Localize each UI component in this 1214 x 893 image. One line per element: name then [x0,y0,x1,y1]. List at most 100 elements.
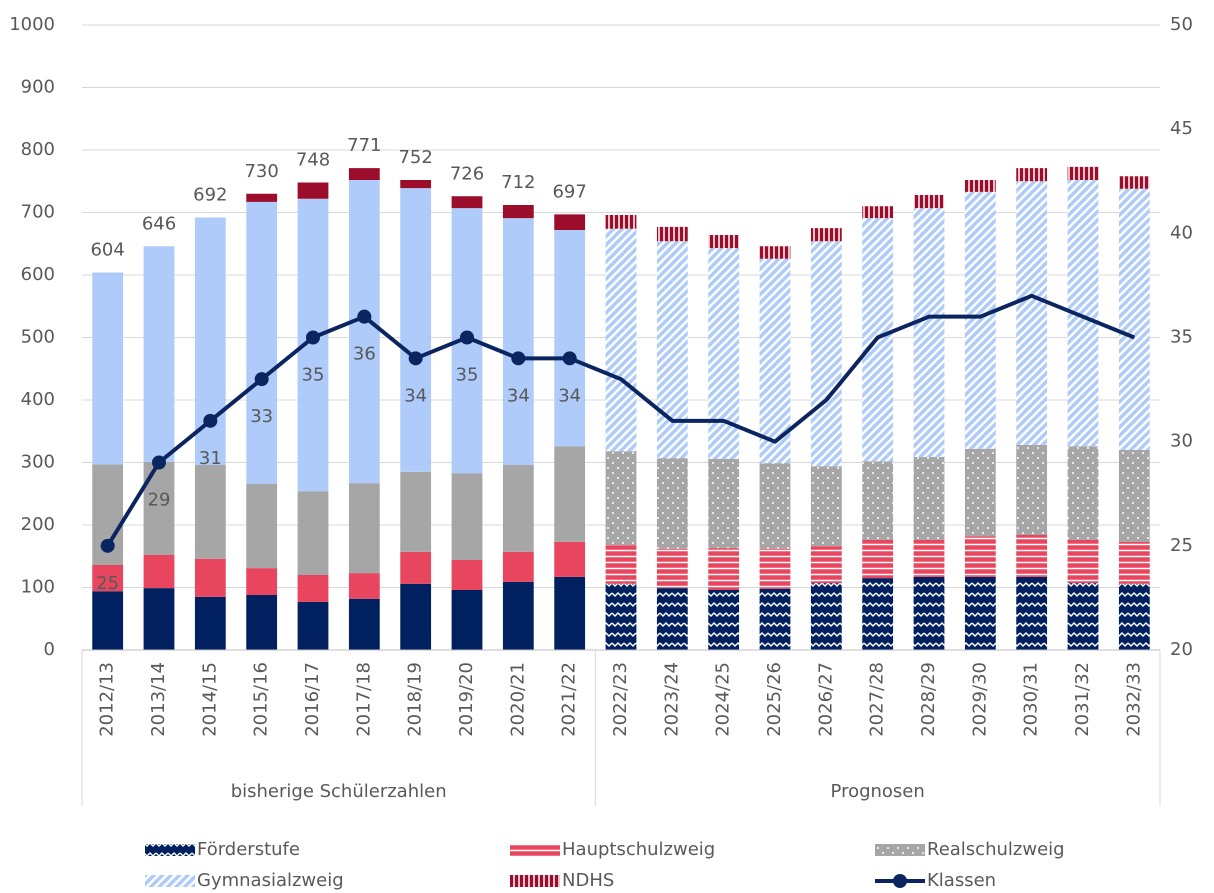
line-value-label: 31 [199,448,222,469]
bar-segment [708,458,740,549]
bar-segment [297,182,329,199]
legend-swatch [875,844,925,856]
bar-segment [1118,188,1150,450]
total-label: 748 [296,150,330,171]
bar-segment [1067,446,1099,540]
x-tick-label: 2013/14 [148,662,169,737]
total-label: 692 [193,185,227,206]
bar-segment [708,235,740,249]
bar-segment [1016,445,1048,535]
bar-segment [1067,166,1099,180]
bar-segment [554,446,586,542]
y-tick-label: 800 [21,139,55,160]
bar-segment [246,568,278,595]
y-tick-label: 600 [21,264,55,285]
bar-segment [656,226,688,242]
line-value-label: 36 [353,344,376,365]
legend-swatch [145,844,195,856]
bar-segment [759,246,791,259]
bar-segment [605,228,637,452]
y-tick-label: 700 [21,202,55,223]
bar-segment [554,541,586,577]
group-label: Prognosen [831,781,925,802]
bar-segment [554,214,586,230]
bar-segment [759,463,791,549]
bar-segment [759,588,791,650]
legend-label: NDHS [562,870,614,891]
bar-segment [1067,583,1099,650]
bar-segment [400,551,432,584]
bar-segment [708,590,740,650]
bar-segment [502,218,534,465]
x-tick-label: 2030/31 [1021,662,1042,737]
x-tick-label: 2012/13 [97,662,118,737]
legend-label: Hauptschulzweig [562,839,715,860]
bar-segment [400,188,432,472]
bar-segment [502,551,534,582]
y2-tick-label: 45 [1170,118,1193,139]
bar-segment [862,578,894,650]
line-value-label: 35 [456,365,479,386]
total-label: 712 [501,172,535,193]
y2-tick-label: 35 [1170,327,1193,348]
legend-label: Förderstufe [197,839,300,860]
bar-segment [92,272,124,465]
group-label: bisherige Schülerzahlen [231,781,447,802]
line-marker [203,413,218,428]
line-marker [254,372,269,387]
legend-swatch [510,844,560,856]
bar-segment [348,598,380,650]
bar-segment [194,465,226,559]
y-tick-label: 200 [21,514,55,535]
legend-label: Gymnasialzweig [197,870,344,891]
total-label: 604 [90,240,124,261]
bar-segment [656,588,688,650]
bar-segment [1118,176,1150,189]
line-marker [408,351,423,366]
bar-segment [964,191,996,449]
legend-marker [893,874,907,888]
bar-segment [92,565,124,592]
bar-segment [451,560,483,590]
legend-label: Realschulzweig [927,839,1065,860]
x-tick-label: 2031/32 [1072,662,1093,737]
line-value-label: 34 [558,385,581,406]
bar-segment [862,540,894,579]
bar-segment [143,588,175,650]
bar-segment [759,258,791,464]
bar-segment [1016,181,1048,445]
x-tick-label: 2028/29 [918,662,939,737]
bar-segment [964,536,996,577]
bar-segment [1067,540,1099,584]
y-tick-label: 1000 [9,14,55,35]
line-marker [511,351,526,366]
bar-segment [143,246,175,462]
bar-segment [246,201,278,484]
bar-segment [1016,168,1048,182]
bar-segment [246,483,278,569]
line-marker [152,455,166,470]
x-tick-label: 2019/20 [456,662,477,737]
bar-segment [92,591,124,650]
bar-segment [1118,450,1150,542]
total-label: 752 [398,147,432,168]
bar-segment [656,548,688,589]
x-tick-label: 2025/26 [764,662,785,737]
total-label: 697 [552,181,586,202]
total-label: 730 [244,161,278,182]
y-tick-label: 900 [21,77,55,98]
bar-segment [297,491,329,575]
line-marker [100,538,115,553]
bar-segment [656,241,688,459]
y2-tick-label: 30 [1170,431,1193,452]
bar-segment [605,451,637,545]
x-tick-label: 2020/21 [507,662,528,737]
y2-tick-label: 40 [1170,222,1193,243]
y-tick-label: 100 [21,577,55,598]
total-label: 771 [347,135,381,156]
bar-segment [400,471,432,552]
bar-segment [605,215,637,229]
legend-swatch [145,875,195,887]
bar-segment [913,540,945,577]
